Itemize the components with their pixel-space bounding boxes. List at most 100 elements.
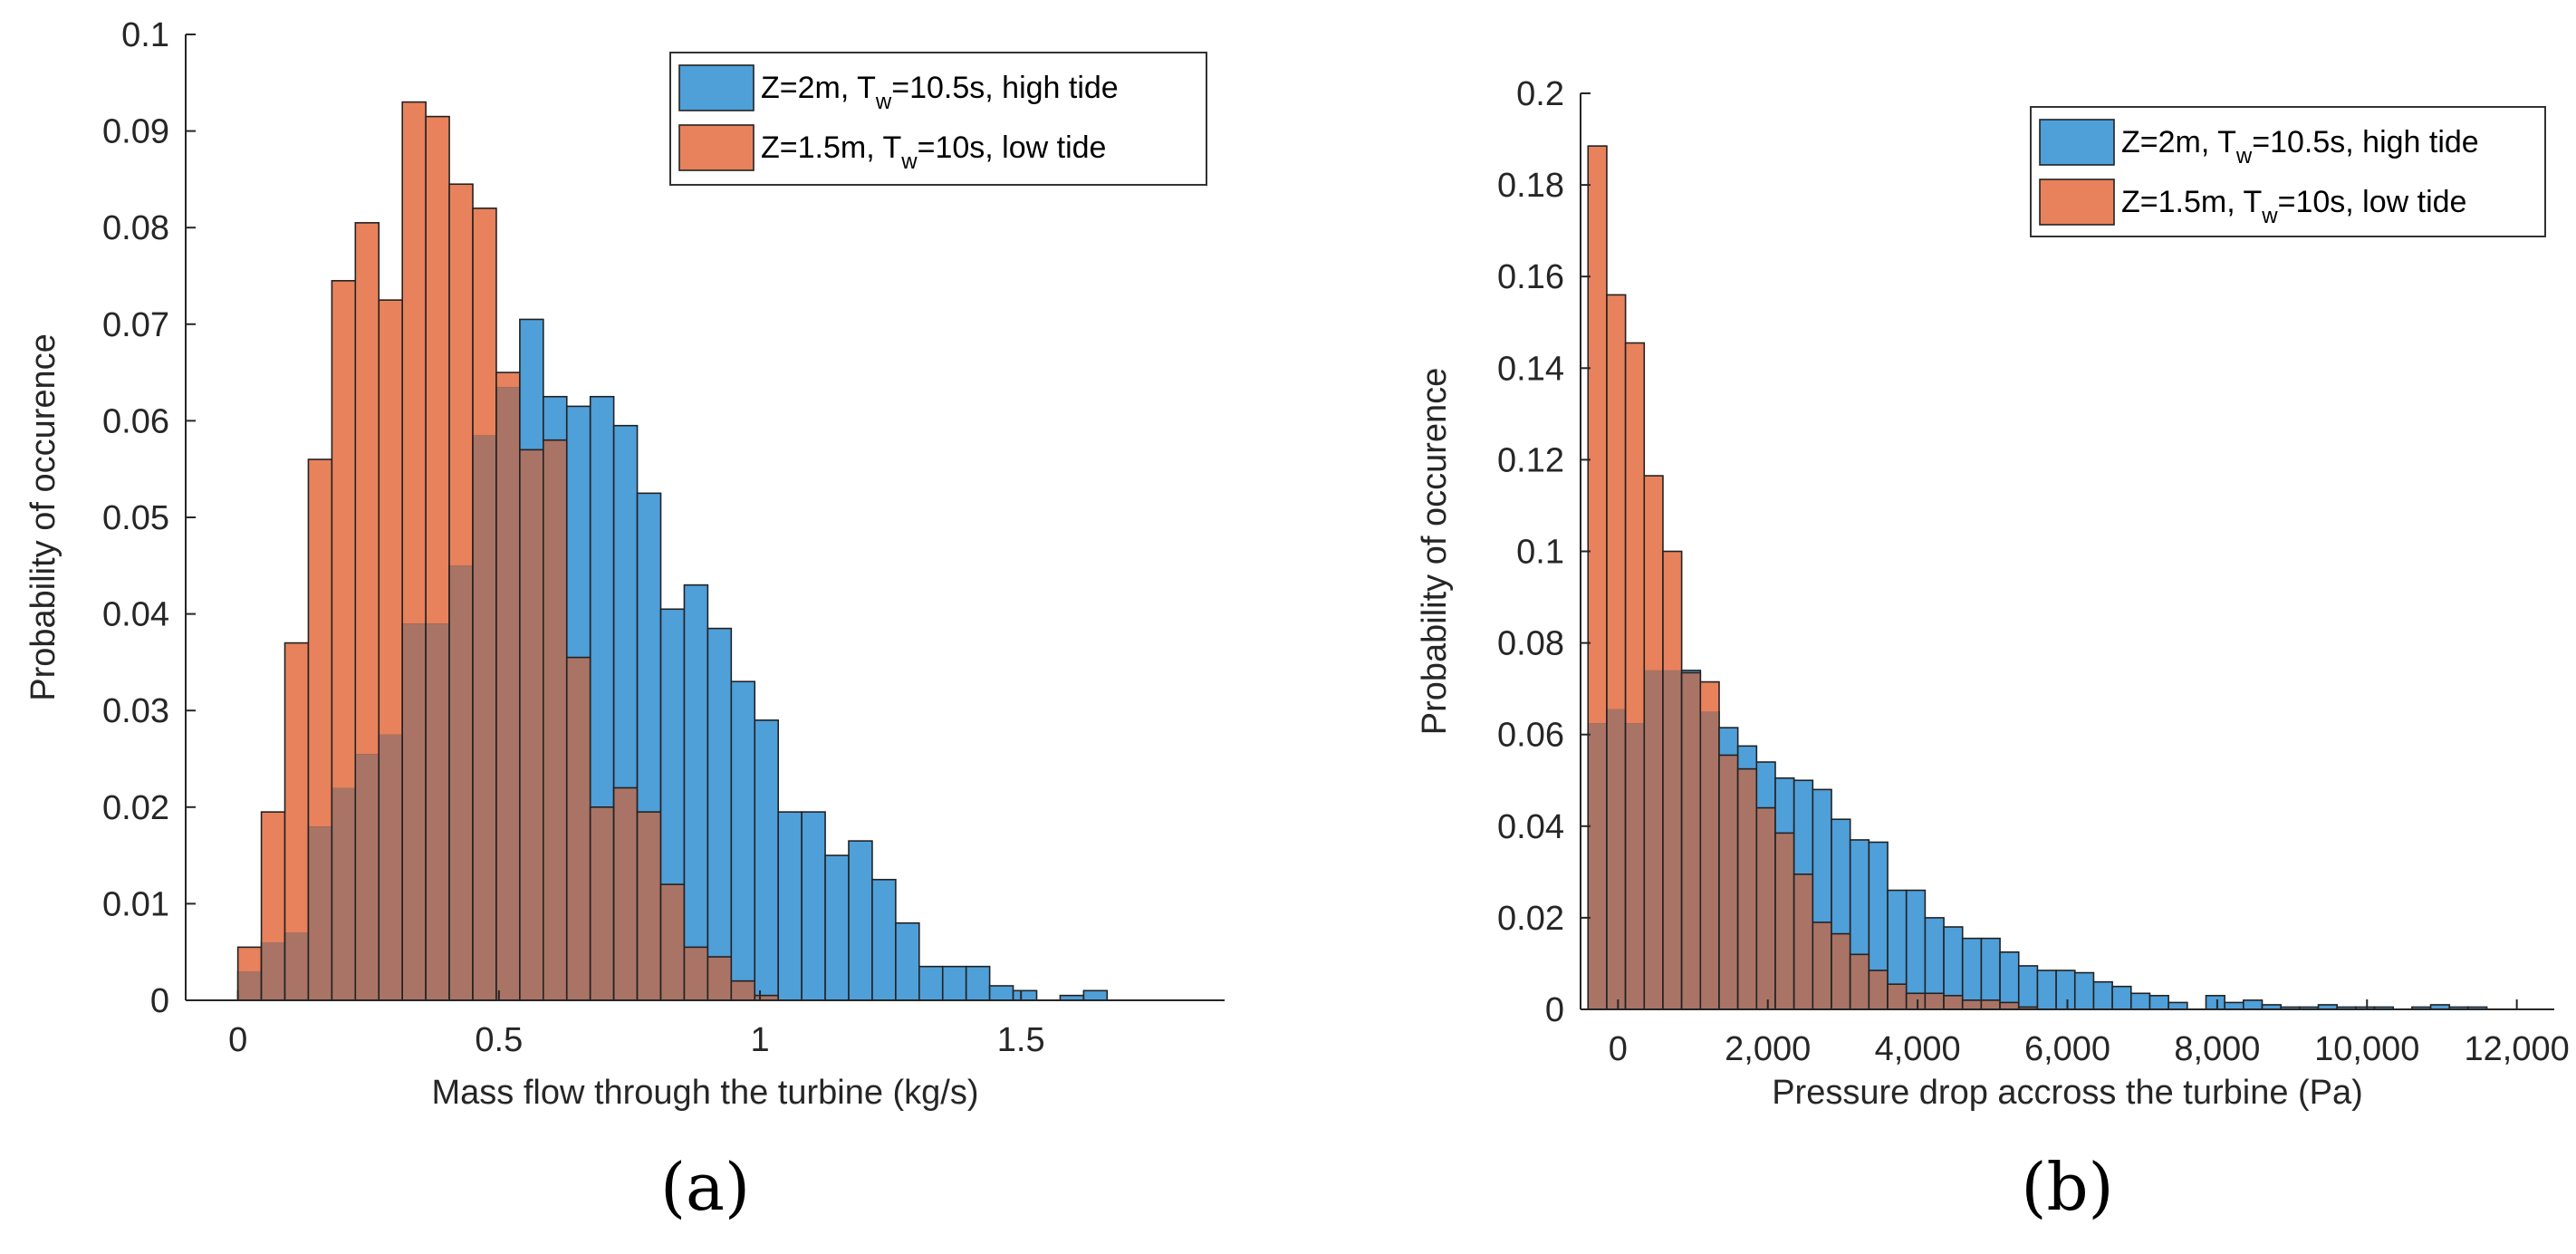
x-tick-label: 0 [1609,1030,1628,1068]
bar-overlap [637,812,661,1000]
legend-entry-subscript: w [2235,144,2253,169]
x-tick-label: 0.5 [475,1021,523,1059]
x-tick-label: 1 [750,1021,769,1059]
bar-overlap [449,565,474,1000]
x-tick-label: 0 [228,1021,247,1059]
y-tick-label: 0.04 [102,596,169,634]
y-tick-label: 0.05 [102,499,169,537]
legend-entry-rest: =10s, low tide [2278,185,2467,219]
y-tick-label: 0 [1545,991,1564,1029]
bar-overlap [495,387,520,1001]
bar-series-1 [871,878,897,1001]
bar-series-1 [2073,971,2095,1010]
legend-swatch [678,124,755,171]
bar-series-1 [2092,980,2113,1010]
y-tick-label: 0.02 [102,789,169,827]
x-tick-label: 4,000 [1875,1030,1961,1068]
bar-overlap [1625,723,1645,1009]
y-tick-label: 0.03 [102,692,169,730]
legend: Z=2m, Tw=10.5s, high tide Z=1.5m, T w =10s,… [2030,106,2546,237]
legend-entry: Z=2m, Tw=10.5s, high tide [2121,125,2479,169]
bar-series-1 [1961,937,1983,1010]
legend-entry-rest: =10.5s, high tide [2252,125,2478,159]
x-tick-label: 8,000 [2174,1030,2260,1068]
bar-overlap [1737,768,1757,1009]
y-tick-label: 0.1 [121,16,169,54]
bar-series-1 [730,680,756,1001]
bar-series-2 [449,184,474,566]
x-tick-label: 12,000 [2465,1030,2570,1068]
bar-series-1 [1082,989,1109,1001]
bar-series-1 [683,584,709,1001]
bar-overlap [1831,933,1850,1009]
bar-series-1 [2167,1001,2188,1010]
bar-series-1 [2205,995,2225,1010]
legend-entry: Z=1.5m, Tw=10s, low tide [761,130,1106,174]
x-tick-label: 2,000 [1725,1030,1811,1068]
bar-series-2 [379,300,403,735]
bar-overlap [261,942,285,1000]
bar-overlap [1700,711,1719,1009]
legend-entry-name: Z=2m, T [2121,125,2236,159]
bar-overlap [2000,1002,2019,1009]
y-tick-label: 0 [150,982,169,1020]
bar-overlap [426,623,450,1000]
x-tick-label: 10,000 [2314,1030,2419,1068]
bar-overlap [1981,999,2001,1009]
bar-series-1 [1980,937,2001,1010]
bar-series-2 [1625,342,1645,724]
bar-overlap [1681,672,1701,1009]
bar-overlap [332,787,356,1000]
bar-overlap [1812,921,1832,1009]
chart-panel-a: 0 0.01 0.02 0.03 0.04 0.05 0.06 0.07 0.08 0.09 0.1… [24,16,1225,1225]
y-tick-label: 0.2 [1516,75,1564,113]
bar-overlap [1793,873,1813,1009]
bars-group [1587,145,2488,1010]
y-tick-label: 0.16 [1497,258,1564,296]
bar-overlap [1925,993,1945,1009]
x-tick-label: 1.5 [997,1021,1045,1059]
y-tick-label: 0.08 [1497,625,1564,663]
bar-overlap [379,734,403,1000]
x-axis-label: Pressure drop accross the turbine (Pa) [1772,1074,2363,1112]
bar-series-1 [2129,992,2151,1010]
y-tick-label: 0.1 [1516,534,1564,572]
bar-overlap [308,826,332,1000]
bar-series-1 [1012,989,1038,1001]
bar-overlap [1888,984,1907,1009]
bar-series-1 [2111,985,2132,1010]
bar-overlap [473,435,496,1000]
bar-overlap [1962,999,1982,1009]
bar-overlap [237,971,262,1000]
bar-overlap [1718,755,1738,1009]
legend-swatch [678,64,755,111]
bar-series-2 [355,222,380,755]
bar-series-2 [402,101,427,624]
bar-series-1 [895,921,920,1001]
bar-overlap [402,623,427,1000]
bar-overlap [684,947,708,1000]
bar-series-1 [1999,951,2020,1010]
bar-series-1 [918,965,944,1001]
bar-series-2 [1606,294,1626,709]
bar-overlap [707,957,732,1000]
bar-overlap [284,932,309,1000]
legend-entry-rest: =10s, low tide [918,130,1107,165]
bar-overlap [2018,1007,2038,1009]
bar-series-2 [1588,146,1607,724]
bar-overlap [1775,833,1794,1009]
y-tick-label: 0.06 [1497,717,1564,755]
bar-overlap [1944,995,1963,1009]
legend-entry-name: Z=1.5m, T [2121,185,2262,219]
bar-series-2 [261,812,285,943]
bar-series-1 [1905,889,1927,1010]
y-tick-label: 0.18 [1497,167,1564,205]
y-tick-label: 0.06 [102,402,169,440]
bar-overlap [519,449,543,1000]
bar-series-2 [473,207,496,436]
y-axis-label: Probability of occurence [1416,368,1454,736]
bar-series-1 [754,719,779,1001]
bar-series-1 [2017,965,2039,1010]
